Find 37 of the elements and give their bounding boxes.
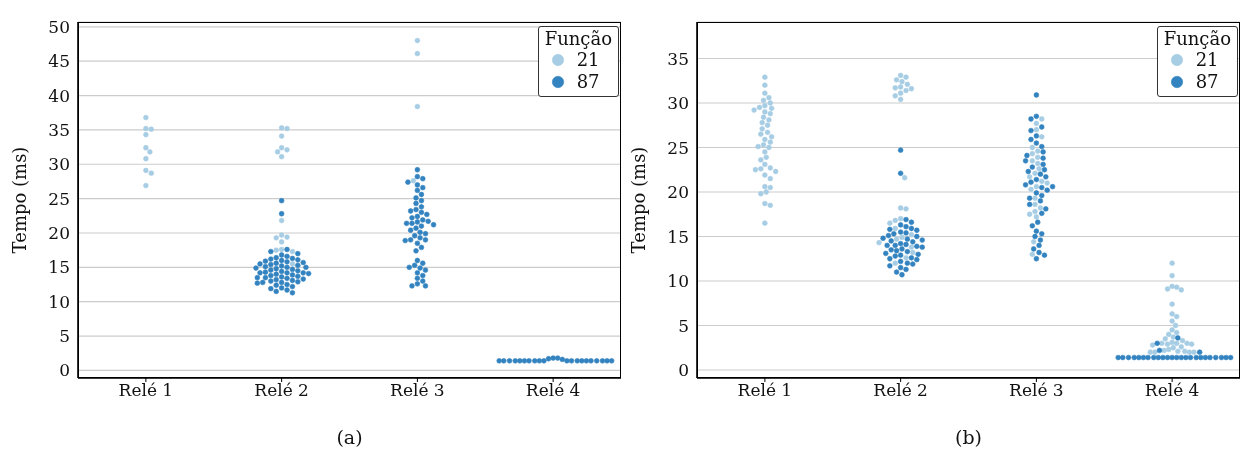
legend-title: Função	[1163, 28, 1231, 49]
x-axis-title: (a)	[336, 426, 363, 448]
y-tick-label: 35	[667, 48, 689, 69]
y-tick-label: 30	[667, 93, 689, 114]
y-tick-label: 10	[48, 291, 70, 312]
y-tick-label: 35	[48, 119, 70, 140]
y-tick-label: 20	[48, 223, 70, 244]
y-tick-label: 40	[48, 85, 70, 106]
y-axis-title: Tempo (ms)	[628, 146, 650, 254]
y-tick-label: 25	[48, 188, 70, 209]
y-tick-label: 0	[678, 360, 689, 381]
y-tick-label: 15	[667, 226, 689, 247]
x-tick-label: Relé 1	[118, 380, 174, 401]
x-tick-label: Relé 4	[525, 380, 581, 401]
y-tick-label: 20	[667, 182, 689, 203]
x-tick-label: Relé 3	[390, 380, 445, 401]
x-tick-label: Relé 2	[873, 380, 928, 401]
y-tick-label: 15	[48, 257, 70, 278]
y-tick-label: 45	[48, 51, 70, 72]
legend-label: 87	[576, 71, 600, 93]
y-axis-title: Tempo (ms)	[9, 146, 31, 254]
x-axis-title: (b)	[955, 426, 982, 448]
y-tick-label: 5	[678, 315, 689, 336]
x-tick-label: Relé 1	[737, 380, 793, 401]
x-tick-label: Relé 4	[1144, 380, 1200, 401]
y-tick-label: 30	[48, 154, 70, 175]
x-tick-label: Relé 3	[1009, 380, 1064, 401]
x-tick-label: Relé 2	[254, 380, 309, 401]
legend-label: 21	[1195, 49, 1219, 71]
legend-label: 21	[576, 49, 600, 71]
y-tick-label: 25	[667, 137, 689, 158]
y-tick-label: 50	[48, 16, 70, 37]
y-tick-label: 5	[59, 326, 70, 347]
legend-label: 87	[1195, 71, 1219, 93]
legend-title: Função	[544, 28, 612, 49]
y-tick-label: 10	[667, 271, 689, 292]
y-tick-label: 0	[59, 360, 70, 381]
